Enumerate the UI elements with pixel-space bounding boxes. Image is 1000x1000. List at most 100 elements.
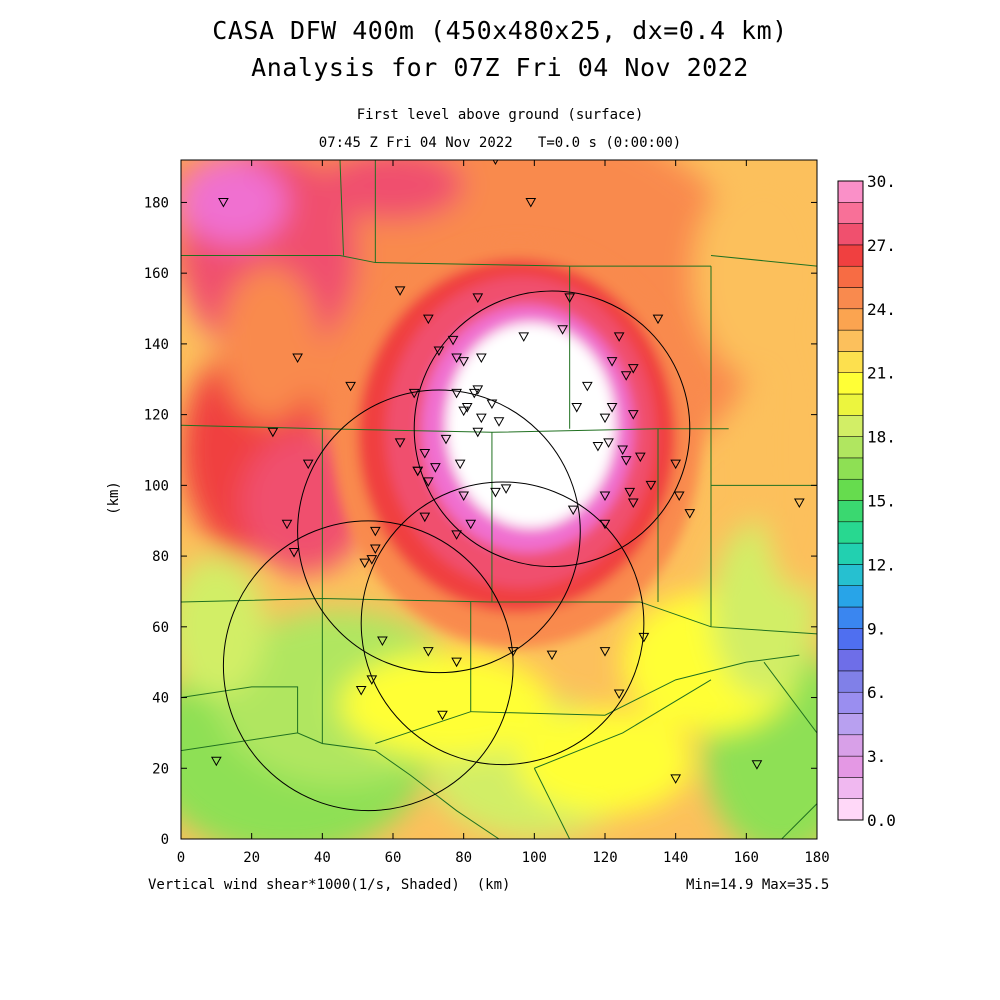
station-marker (645, 480, 657, 491)
colorbar-swatch (837, 415, 864, 437)
y-tick-label: 100 (144, 478, 169, 494)
colorbar-swatch (837, 436, 864, 459)
colorbar-swatch (837, 628, 864, 650)
colorbar: 30. 27. 24. 21. 18. 15. 12. 9. 6. 3. 0.0 (837, 172, 896, 830)
station-marker (458, 491, 470, 501)
shaded-field (181, 160, 817, 839)
colorbar-swatch (837, 542, 864, 565)
station-marker (581, 381, 593, 392)
x-tick-label: 60 (385, 850, 402, 866)
colorbar-label: 0.0 (867, 811, 896, 830)
station-marker (606, 403, 618, 413)
station-marker (684, 509, 696, 519)
colorbar-label: 27. (867, 236, 896, 255)
y-tick-label: 60 (152, 620, 169, 636)
shade-region (693, 167, 817, 380)
y-tick-label: 160 (144, 266, 169, 282)
station-marker (599, 519, 611, 530)
figure-title-line1: CASA DFW 400m (450x480x25, dx=0.4 km) (212, 16, 788, 45)
station-marker (613, 689, 625, 700)
station-marker (525, 197, 537, 208)
station-marker (793, 498, 805, 509)
colorbar-label: 12. (867, 555, 896, 574)
x-tick-label: 80 (455, 850, 472, 866)
colorbar-swatch (837, 798, 864, 821)
colorbar-swatch (837, 649, 864, 672)
station-marker (652, 314, 664, 325)
y-tick-label: 20 (152, 761, 169, 777)
station-marker (627, 364, 639, 374)
colorbar-swatch (837, 755, 864, 778)
shade-region (499, 160, 711, 256)
colorbar-swatch (837, 223, 864, 246)
x-tick-label: 40 (314, 850, 331, 866)
station-marker (617, 445, 629, 456)
station-marker (564, 293, 576, 303)
station-marker (493, 417, 505, 427)
colorbar-swatch (837, 521, 864, 544)
station-marker (412, 466, 424, 477)
figure-title-line2: Analysis for 07Z Fri 04 Nov 2022 (251, 53, 749, 82)
station-marker (440, 434, 452, 445)
station-marker (475, 413, 487, 424)
shade-region (181, 556, 266, 698)
figure-subtitle-line1: First level above ground (surface) (356, 107, 644, 123)
station-marker (422, 477, 434, 487)
county-line (640, 601, 817, 635)
station-marker (355, 685, 367, 696)
station-marker (394, 438, 406, 448)
colorbar-swatch (837, 478, 864, 501)
county-line (533, 768, 571, 839)
y-tick-label: 40 (152, 691, 169, 707)
x-tick-label: 100 (522, 850, 547, 866)
station-marker (634, 452, 646, 463)
station-marker (366, 675, 378, 685)
colorbar-label: 18. (867, 428, 896, 447)
station-marker (620, 371, 632, 381)
station-marker (472, 293, 484, 303)
y-tick-label: 180 (144, 195, 169, 211)
station-marker (210, 756, 222, 767)
radar-ring (222, 520, 514, 812)
colorbar-label: 15. (867, 492, 896, 511)
colorbar-label: 30. (867, 172, 896, 191)
station-marker (366, 555, 378, 565)
station-marker (369, 544, 381, 555)
station-marker (458, 357, 470, 367)
y-axis: 0 20 40 60 80 100 120 140 160 180 (144, 195, 817, 848)
station-marker (567, 505, 579, 516)
station-marker (430, 463, 441, 473)
station-marker (422, 314, 434, 325)
station-marker (302, 459, 314, 470)
station-marker (288, 548, 300, 558)
colorbar-swatch (837, 372, 864, 395)
shade-region (340, 651, 552, 758)
station-marker (458, 406, 470, 417)
colorbar-swatch (837, 585, 864, 608)
station-marker (359, 558, 371, 569)
county-line (181, 686, 299, 733)
station-marker (292, 353, 303, 364)
colorbar-swatch (837, 265, 864, 288)
station-marker (419, 512, 431, 523)
station-marker (422, 647, 434, 657)
station-marker (218, 197, 229, 208)
y-tick-label: 0 (161, 832, 169, 848)
y-axis-label: (km) (106, 481, 122, 515)
x-tick-label: 0 (177, 850, 185, 866)
shade-region (219, 266, 319, 422)
colorbar-label: 3. (867, 747, 886, 766)
station-marker (599, 413, 611, 424)
station-marker (267, 427, 279, 438)
x-tick-label: 180 (804, 850, 829, 866)
county-line (470, 654, 800, 716)
station-marker (606, 357, 618, 367)
station-marker (627, 410, 639, 420)
station-marker (465, 519, 477, 530)
station-marker (281, 519, 293, 530)
station-marker (620, 456, 632, 466)
county-line (181, 598, 641, 603)
county-line (534, 679, 712, 769)
shade-core (446, 322, 616, 528)
